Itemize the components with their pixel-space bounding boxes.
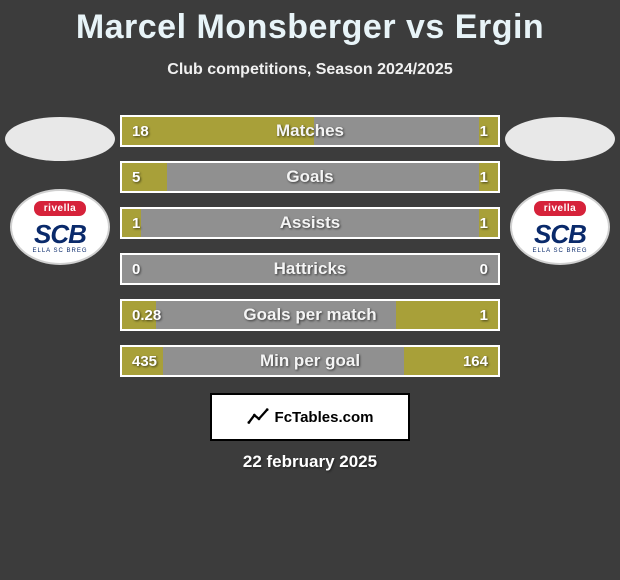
badge-sub-right: ELLA SC BREG (532, 248, 587, 254)
bar-mid (156, 301, 397, 329)
player-right-avatar (505, 117, 615, 161)
player-left-club-badge: rivella SCB ELLA SC BREG (10, 189, 110, 265)
player-left-avatar (5, 117, 115, 161)
bar-right (396, 301, 498, 329)
bar-left (122, 117, 314, 145)
bar-right (404, 347, 498, 375)
player-left-column: rivella SCB ELLA SC BREG (5, 117, 115, 265)
page-title: Marcel Monsberger vs Ergin (0, 0, 620, 47)
bar-mid (163, 347, 404, 375)
stat-row: Goals per match0.281 (120, 299, 500, 331)
stat-row: Matches181 (120, 115, 500, 147)
stat-row: Hattricks00 (120, 253, 500, 285)
bar-left (122, 163, 167, 191)
player-right-club-badge: rivella SCB ELLA SC BREG (510, 189, 610, 265)
bar-right (479, 163, 498, 191)
bar-left (122, 347, 163, 375)
badge-pill-left: rivella (33, 200, 87, 217)
badge-pill-right: rivella (533, 200, 587, 217)
bar-left (122, 209, 141, 237)
player-right-column: rivella SCB ELLA SC BREG (505, 117, 615, 265)
stat-rows: Matches181 Goals51 Assists11 Hattricks00 Goa… (120, 115, 500, 391)
badge-main-left: SCB (34, 219, 86, 250)
badge-sub-left: ELLA SC BREG (32, 248, 87, 254)
bar-mid (122, 255, 498, 283)
credit-badge: FcTables.com (210, 393, 410, 441)
date-text: 22 february 2025 (0, 452, 620, 472)
subtitle: Club competitions, Season 2024/2025 (0, 61, 620, 79)
bar-mid (314, 117, 479, 145)
chart-icon (247, 406, 269, 428)
bar-mid (167, 163, 479, 191)
stat-row: Goals51 (120, 161, 500, 193)
bar-mid (141, 209, 479, 237)
bar-right (479, 209, 498, 237)
stat-row: Assists11 (120, 207, 500, 239)
bar-right (479, 117, 498, 145)
bar-left (122, 301, 156, 329)
stat-row: Min per goal435164 (120, 345, 500, 377)
badge-main-right: SCB (534, 219, 586, 250)
credit-text: FcTables.com (275, 409, 374, 426)
